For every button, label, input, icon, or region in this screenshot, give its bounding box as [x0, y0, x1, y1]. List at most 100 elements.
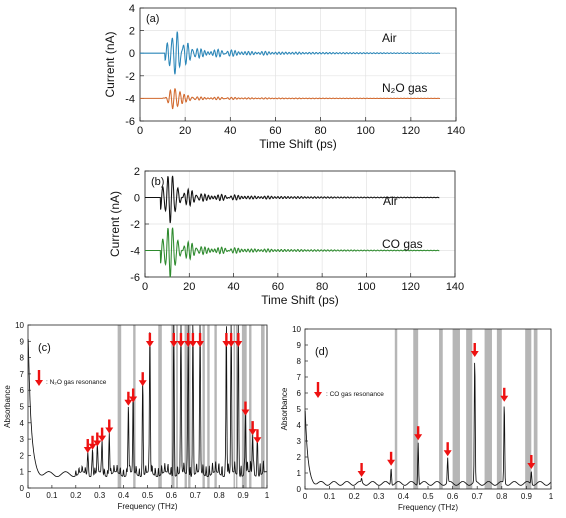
y-tick-label: 2: [134, 166, 140, 178]
y-tick-label: 6: [297, 389, 302, 398]
resonance-arrow: [176, 333, 185, 347]
x-tick-label: 0.7: [472, 492, 484, 501]
x-axis-label: Time Shift (ps): [259, 137, 337, 151]
x-tick-label: 20: [183, 281, 195, 293]
x-tick-label: 0.5: [422, 492, 434, 501]
y-tick-label: 9: [297, 341, 302, 350]
x-tick-label: 40: [224, 125, 236, 137]
resonance-arrow: [196, 333, 205, 347]
y-tick-label: 9: [20, 337, 25, 346]
shaded-band: [188, 325, 191, 488]
panel-label: (c): [38, 342, 51, 354]
resonance-arrow: [414, 426, 423, 441]
y-tick-label: 2: [20, 451, 25, 460]
x-tick-label: 120: [402, 125, 420, 137]
y-tick-label: 1: [20, 468, 25, 477]
x-tick-label: 60: [269, 125, 281, 137]
y-tick-label: -6: [130, 272, 140, 284]
y-axis-label: Current (nA): [108, 191, 122, 257]
shaded-band: [261, 325, 265, 488]
shaded-band: [133, 325, 136, 488]
y-tick-label: -4: [125, 93, 135, 105]
series-line-air: [140, 31, 440, 75]
x-tick-label: 0.5: [142, 491, 154, 500]
series-label: Air: [383, 194, 398, 208]
y-tick-label: -2: [130, 219, 140, 231]
shaded-band: [235, 325, 238, 488]
legend-text: : N₂O gas resonance: [46, 379, 107, 386]
y-tick-label: -2: [125, 71, 135, 83]
x-tick-label: 0.1: [46, 491, 58, 500]
x-tick-label: 0.4: [398, 492, 410, 501]
resonance-arrow: [253, 429, 262, 444]
legend-text: : CO gas resonance: [326, 391, 384, 398]
series-line-nogas: [140, 88, 440, 110]
shaded-band: [394, 329, 398, 489]
y-tick-label: 8: [297, 357, 302, 366]
y-tick-label: 0: [134, 193, 140, 205]
x-tick-label: 60: [272, 281, 284, 293]
x-tick-label: 140: [446, 281, 464, 293]
x-tick-label: 140: [447, 125, 465, 137]
resonance-arrow: [234, 333, 243, 347]
x-tick-label: 0: [142, 281, 148, 293]
panel-c: 0 0.1 0.2 0.3 0.4 0.5 0.6 0.7 0.8 0.9 101234567891…: [3, 321, 270, 511]
resonance-arrow: [124, 391, 133, 406]
y-tick-label: 6: [20, 386, 25, 395]
x-tick-label: 1: [549, 492, 554, 501]
shaded-band: [207, 325, 210, 488]
series-label: N₂O gas: [382, 81, 427, 95]
y-tick-label: 10: [292, 325, 301, 334]
x-tick-label: 0.3: [94, 491, 106, 500]
y-tick-label: 3: [297, 437, 302, 446]
absorbance-line: [27, 324, 268, 478]
x-tick-label: 0.4: [118, 491, 130, 500]
plot-frame: [304, 328, 552, 490]
panel-label: (a): [146, 13, 159, 25]
x-tick-label: 1: [265, 491, 270, 500]
resonance-arrow: [138, 372, 147, 387]
y-tick-label: 0: [129, 48, 135, 60]
y-tick-label: 5: [20, 403, 25, 412]
resonance-arrow: [169, 333, 178, 347]
resonance-arrow: [93, 432, 102, 447]
panel-label: (d): [315, 346, 328, 358]
resonance-arrow: [188, 333, 197, 347]
shaded-band: [117, 325, 122, 488]
x-tick-label: 0.7: [190, 491, 202, 500]
y-tick-label: 7: [20, 370, 25, 379]
y-tick-label: -4: [130, 246, 140, 258]
shaded-band: [413, 329, 419, 489]
shaded-band: [484, 329, 492, 489]
x-tick-label: 100: [357, 281, 375, 293]
series-line-air: [145, 175, 440, 224]
resonance-arrow: [98, 427, 107, 442]
panel-a: 0 20 40 60 80 100 120 140 -6 -4 -2 0 2 4 Time Shift (p…: [103, 3, 465, 151]
x-tick-label: 120: [402, 281, 420, 293]
x-axis-label: Time Shift (ps): [261, 293, 339, 307]
resonance-arrow: [145, 333, 154, 347]
y-tick-label: 5: [297, 405, 302, 414]
shaded-band: [249, 325, 252, 488]
resonance-arrow: [357, 463, 366, 477]
x-tick-label: 0.2: [349, 492, 361, 501]
y-tick-label: 0: [20, 484, 25, 493]
legend-arrow-icon: [35, 370, 43, 386]
shaded-band: [452, 329, 460, 489]
y-tick-label: 2: [129, 26, 135, 38]
x-tick-label: 80: [314, 125, 326, 137]
y-tick-label: 4: [20, 419, 25, 428]
resonance-arrow: [83, 439, 92, 454]
plot-frame: [139, 7, 457, 122]
x-axis-label: Frequency (THz): [117, 502, 177, 511]
shaded-band: [439, 329, 443, 489]
resonance-arrow: [443, 442, 452, 457]
x-tick-label: 0: [26, 491, 31, 500]
x-tick-label: 0.2: [70, 491, 82, 500]
y-tick-label: 10: [15, 321, 24, 330]
y-tick-label: -6: [125, 116, 135, 128]
y-tick-label: 4: [129, 3, 135, 15]
resonance-arrow: [248, 421, 257, 436]
x-tick-label: 0.9: [238, 491, 250, 500]
